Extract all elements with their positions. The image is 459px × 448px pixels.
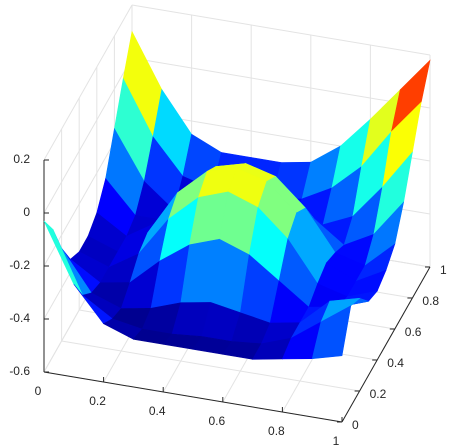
x-axis [43,371,343,423]
z-tick-label: -0.4 [9,311,30,325]
y-tick-label: 0.8 [422,294,439,308]
y-axis [341,266,431,423]
y-tick-label: 0 [352,418,359,432]
x-tick-label: 1 [333,434,340,448]
x-tick-label: 0 [35,384,42,398]
x-tick-label: 0.6 [208,414,225,428]
y-tick-label: 0.6 [405,325,422,339]
z-tick-label: -0.6 [9,364,30,378]
grid-line [131,4,431,56]
x-tick-label: 0.8 [268,424,285,438]
grid-line [43,4,133,161]
grid-line [61,340,360,392]
surface-patch [311,305,352,360]
z-tick-label: 0.2 [13,152,30,166]
z-tick-label: -0.2 [9,258,30,272]
x-tick-label: 0.4 [149,404,166,418]
y-tick-label: 1 [440,263,447,277]
grid-line [43,57,133,214]
y-tick-label: 0.2 [370,387,387,401]
x-tick-label: 0.2 [89,394,106,408]
y-tick-label: 0.4 [387,356,404,370]
z-tick-label: 0 [23,205,30,219]
grid-line [131,57,431,109]
